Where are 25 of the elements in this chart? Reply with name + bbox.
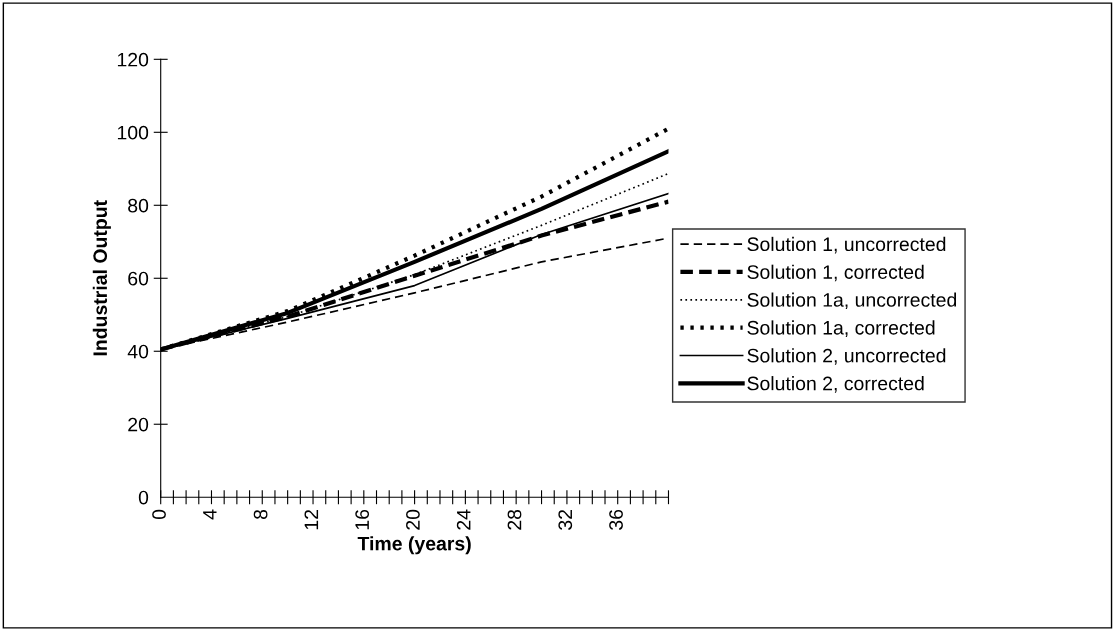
y-tick-label: 0 — [138, 490, 149, 505]
legend-label: Solution 1a, uncorrected — [747, 292, 957, 310]
legend-label: Solution 2, corrected — [747, 376, 924, 393]
x-tick-label: 32 — [558, 510, 573, 530]
legend-label: Solution 1a, corrected — [747, 320, 935, 337]
x-tick-label: 28 — [507, 509, 522, 530]
x-tick-label: 0 — [152, 509, 166, 520]
x-tick-label: 36 — [609, 509, 623, 530]
x-tick-label: 24 — [456, 509, 471, 530]
y-tick-label: 120 — [117, 52, 149, 67]
legend-label: Solution 2, uncorrected — [747, 348, 946, 365]
y-tick-label: 100 — [117, 125, 149, 140]
x-axis-title: Time (years) — [357, 536, 471, 555]
legend-label: Solution 1, uncorrected — [747, 236, 946, 254]
x-tick-label: 20 — [406, 509, 420, 530]
x-tick-label: 12 — [304, 510, 319, 530]
y-tick-label: 20 — [128, 417, 149, 432]
legend-label: Solution 1, corrected — [747, 264, 924, 282]
x-tick-label: 8 — [253, 509, 268, 519]
x-tick-label: 4 — [203, 509, 217, 520]
y-tick-label: 40 — [127, 344, 149, 359]
y-axis-title: Industrial Output — [92, 200, 111, 356]
y-tick-label: 60 — [128, 271, 149, 286]
y-tick-label: 80 — [128, 198, 149, 213]
x-tick-label: 16 — [355, 509, 370, 530]
